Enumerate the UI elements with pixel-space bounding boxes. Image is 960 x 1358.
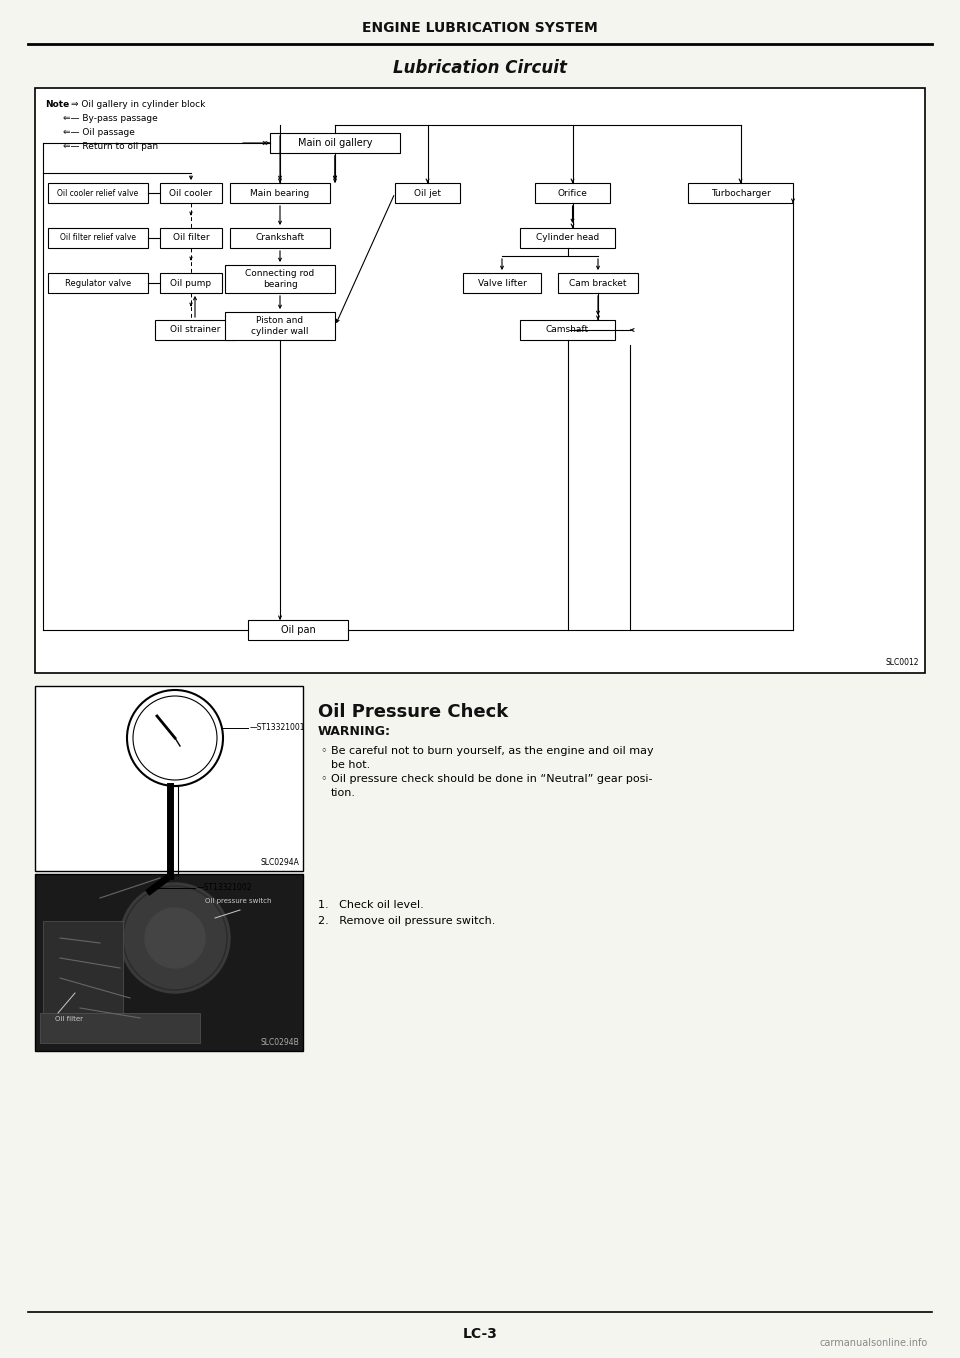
Bar	[225, 265, 335, 293]
Text: Oil filter relief valve: Oil filter relief valve	[60, 234, 136, 243]
Circle shape	[145, 909, 205, 968]
Text: tion.: tion.	[331, 788, 356, 799]
Text: Main bearing: Main bearing	[251, 189, 310, 197]
Text: WARNING:: WARNING:	[318, 725, 391, 737]
Bar	[48, 273, 148, 293]
Text: Oil pan: Oil pan	[280, 625, 316, 636]
Text: Valve lifter: Valve lifter	[478, 278, 526, 288]
Bar	[558, 273, 638, 293]
Text: Be careful not to burn yourself, as the engine and oil may: Be careful not to burn yourself, as the …	[331, 746, 654, 756]
Bar	[520, 320, 615, 340]
Text: Oil Pressure Check: Oil Pressure Check	[318, 703, 508, 721]
Bar	[35, 875, 303, 1051]
Text: SLC0294A: SLC0294A	[260, 858, 299, 866]
Text: ⇐— By-pass passage: ⇐— By-pass passage	[63, 114, 157, 124]
Text: Cylinder head: Cylinder head	[536, 234, 599, 243]
Text: carmanualsonline.info: carmanualsonline.info	[820, 1338, 928, 1348]
Text: Note: Note	[45, 100, 69, 109]
Bar	[40, 1013, 200, 1043]
Text: Oil cooler: Oil cooler	[169, 189, 212, 197]
Bar	[155, 320, 235, 340]
Text: ENGINE LUBRICATION SYSTEM: ENGINE LUBRICATION SYSTEM	[362, 20, 598, 35]
Text: be hot.: be hot.	[331, 760, 371, 770]
Bar	[48, 228, 148, 249]
Text: Oil filter: Oil filter	[173, 234, 209, 243]
Bar	[35, 686, 303, 870]
Text: 2.   Remove oil pressure switch.: 2. Remove oil pressure switch.	[318, 917, 495, 926]
Text: SLC0012: SLC0012	[885, 659, 919, 667]
Text: ⇐— Oil passage: ⇐— Oil passage	[63, 128, 134, 137]
Bar	[270, 133, 400, 153]
Bar	[43, 921, 123, 1042]
Text: —ST13321001: —ST13321001	[250, 724, 305, 732]
Bar	[225, 312, 335, 340]
Text: Main oil gallery: Main oil gallery	[298, 139, 372, 148]
Bar	[160, 228, 222, 249]
Bar	[688, 183, 793, 202]
Text: Oil pressure switch: Oil pressure switch	[205, 898, 272, 904]
Bar	[230, 183, 330, 202]
Text: ⇒ Oil gallery in cylinder block: ⇒ Oil gallery in cylinder block	[71, 100, 205, 109]
Bar	[160, 273, 222, 293]
Text: Crankshaft: Crankshaft	[255, 234, 304, 243]
Bar	[230, 228, 330, 249]
Text: SLC0294B: SLC0294B	[260, 1038, 299, 1047]
Text: Oil pump: Oil pump	[171, 278, 211, 288]
Text: ◦: ◦	[320, 746, 326, 756]
Text: Oil cooler relief valve: Oil cooler relief valve	[58, 189, 138, 197]
Text: Regulator valve: Regulator valve	[65, 278, 132, 288]
Text: Camshaft: Camshaft	[546, 326, 589, 334]
Bar	[248, 621, 348, 640]
Text: Oil filter: Oil filter	[55, 1016, 83, 1023]
Bar	[160, 183, 222, 202]
Circle shape	[120, 883, 230, 993]
Text: Piston and
cylinder wall: Piston and cylinder wall	[252, 316, 309, 335]
Text: 1.   Check oil level.: 1. Check oil level.	[318, 900, 423, 910]
Bar	[463, 273, 541, 293]
Text: ◦: ◦	[320, 774, 326, 784]
Text: Oil jet: Oil jet	[414, 189, 441, 197]
Bar	[35, 88, 925, 674]
Bar	[48, 183, 148, 202]
Text: Turbocharger: Turbocharger	[710, 189, 770, 197]
Text: Cam bracket: Cam bracket	[569, 278, 627, 288]
Bar	[535, 183, 610, 202]
Bar	[520, 228, 615, 249]
Text: —ST13321002: —ST13321002	[197, 884, 252, 892]
Text: Oil pressure check should be done in “Neutral” gear posi-: Oil pressure check should be done in “Ne…	[331, 774, 653, 784]
Bar	[395, 183, 460, 202]
Text: Connecting rod
bearing: Connecting rod bearing	[246, 269, 315, 289]
Text: LC-3: LC-3	[463, 1327, 497, 1340]
Text: Orifice: Orifice	[558, 189, 588, 197]
Text: ⇐— Return to oil pan: ⇐— Return to oil pan	[63, 143, 158, 151]
Text: Oil strainer: Oil strainer	[170, 326, 220, 334]
Text: Lubrication Circuit: Lubrication Circuit	[393, 58, 567, 77]
